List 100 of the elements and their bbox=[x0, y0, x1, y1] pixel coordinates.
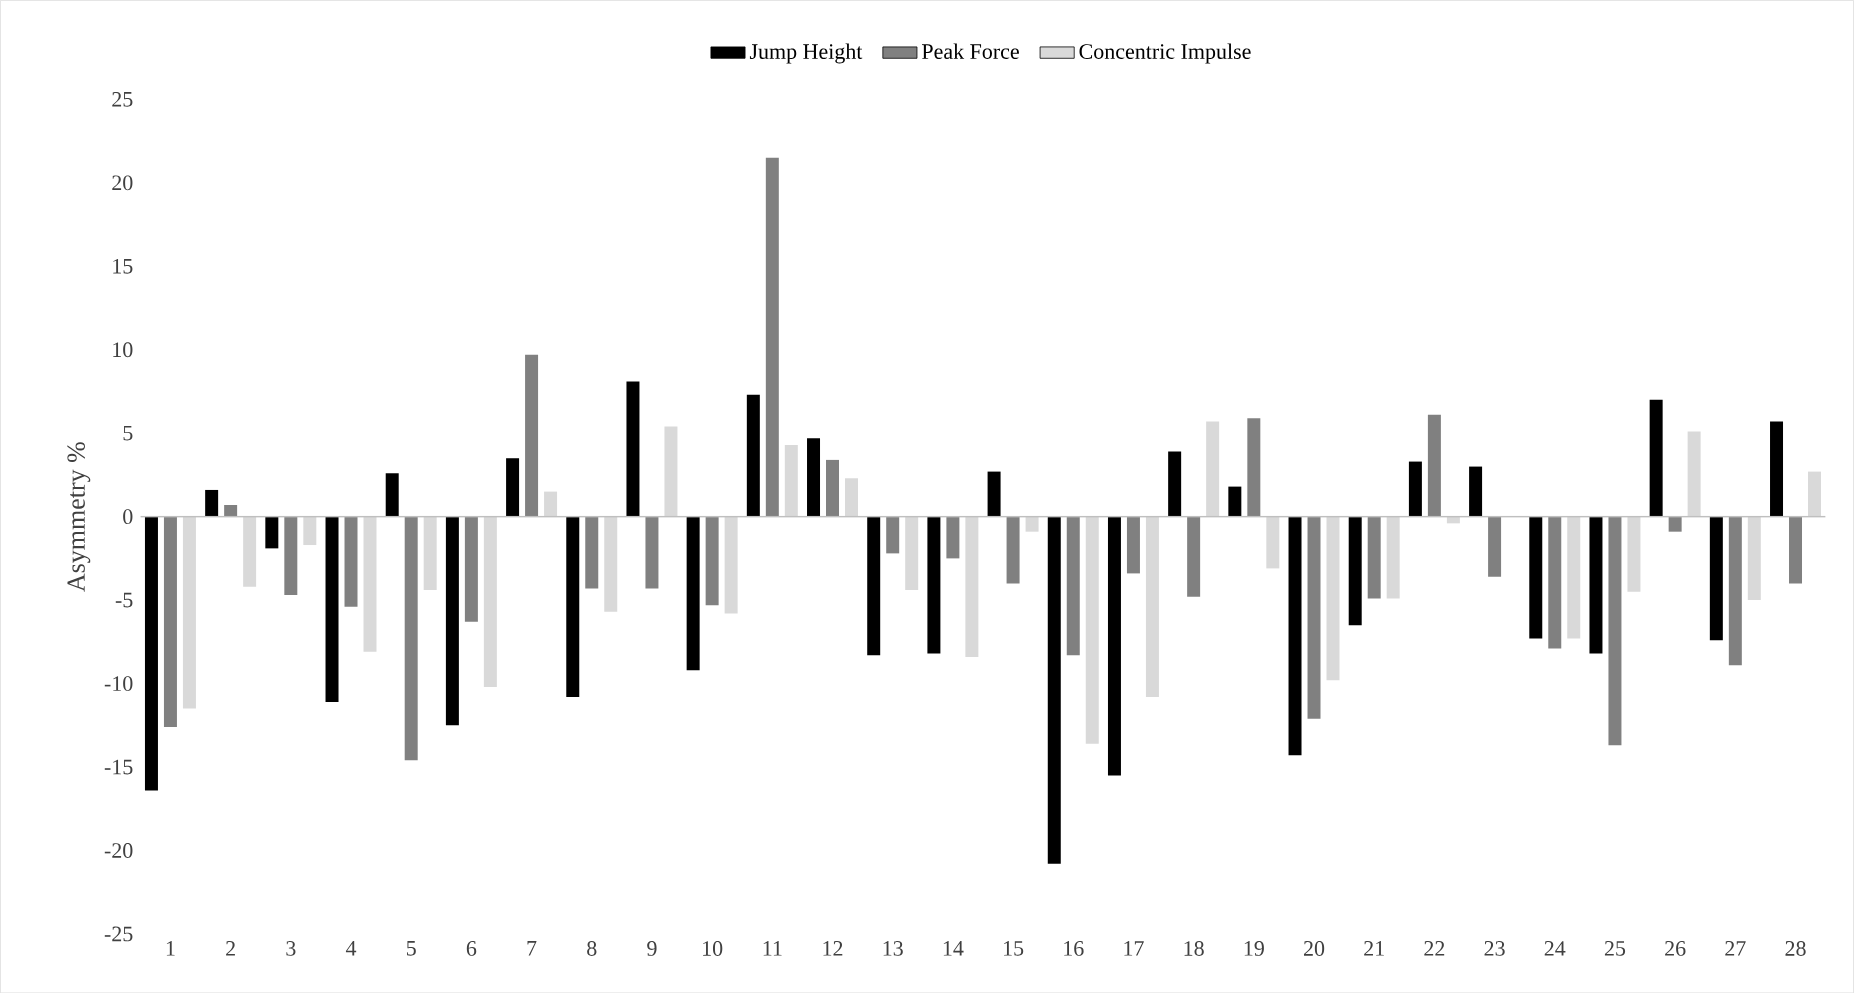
bar bbox=[1047, 516, 1061, 864]
bar bbox=[724, 516, 738, 614]
y-tick-label: -20 bbox=[104, 842, 133, 858]
bar bbox=[243, 516, 257, 587]
x-tick-label: 25 bbox=[1604, 940, 1626, 956]
bar bbox=[464, 516, 478, 622]
bar bbox=[1006, 516, 1020, 584]
x-tick-label: 24 bbox=[1544, 940, 1566, 956]
x-tick-label: 26 bbox=[1665, 940, 1686, 956]
bar bbox=[1168, 451, 1182, 517]
bar bbox=[1107, 516, 1121, 776]
x-tick-label: 5 bbox=[406, 940, 416, 956]
x-tick-label: 10 bbox=[703, 940, 723, 956]
bar bbox=[1709, 516, 1723, 641]
y-axis-title: Asymmetry % bbox=[67, 441, 91, 592]
y-tick-label: -5 bbox=[115, 592, 133, 608]
bar bbox=[746, 394, 760, 517]
bar bbox=[566, 516, 580, 697]
bar bbox=[325, 516, 339, 702]
x-tick-label: 12 bbox=[823, 940, 843, 956]
x-tick-label: 27 bbox=[1725, 940, 1746, 956]
bar bbox=[1589, 516, 1603, 654]
bar bbox=[1446, 516, 1460, 524]
bar bbox=[385, 473, 399, 517]
bar bbox=[525, 354, 539, 517]
y-tick-label: 20 bbox=[112, 175, 133, 191]
y-tick-label: -10 bbox=[104, 676, 133, 691]
bar bbox=[1789, 516, 1803, 584]
x-tick-label: 8 bbox=[587, 940, 597, 956]
bar bbox=[664, 426, 678, 517]
bar bbox=[1649, 399, 1663, 517]
bar bbox=[1808, 471, 1822, 517]
bar bbox=[544, 491, 558, 517]
bar bbox=[205, 489, 219, 517]
bar bbox=[1367, 516, 1381, 599]
bar bbox=[1668, 516, 1682, 532]
bar bbox=[1066, 516, 1080, 656]
bar bbox=[927, 516, 941, 654]
bar bbox=[1427, 414, 1441, 517]
bar bbox=[344, 516, 358, 607]
x-tick-label: 4 bbox=[345, 940, 357, 956]
y-tick-label: 10 bbox=[113, 342, 133, 357]
x-tick-label: 21 bbox=[1364, 940, 1384, 956]
bar bbox=[1348, 516, 1362, 625]
bar bbox=[303, 516, 317, 545]
legend-label: Peak Force bbox=[922, 43, 1019, 59]
bar bbox=[445, 516, 459, 726]
bar bbox=[1206, 421, 1220, 517]
bar bbox=[506, 458, 520, 517]
bar bbox=[404, 516, 418, 761]
bar bbox=[163, 516, 177, 727]
bar bbox=[585, 516, 599, 589]
bar bbox=[483, 516, 497, 687]
bar bbox=[1567, 516, 1581, 639]
bar bbox=[845, 478, 859, 517]
x-tick-label: 14 bbox=[943, 940, 964, 956]
bar bbox=[765, 157, 779, 517]
bar bbox=[1266, 516, 1280, 569]
x-tick-label: 1 bbox=[166, 940, 175, 956]
bar bbox=[224, 504, 238, 517]
x-tick-label: 28 bbox=[1785, 940, 1806, 956]
bar bbox=[1126, 516, 1140, 574]
bar bbox=[1548, 516, 1562, 649]
bar bbox=[1145, 516, 1159, 697]
bar bbox=[1488, 516, 1502, 577]
bar bbox=[867, 516, 881, 656]
bar bbox=[1728, 516, 1742, 666]
bar bbox=[265, 516, 279, 549]
bar bbox=[182, 516, 196, 709]
bar bbox=[946, 516, 960, 559]
bar bbox=[987, 471, 1001, 517]
bar bbox=[1627, 516, 1641, 592]
bar bbox=[1085, 516, 1099, 744]
bar bbox=[645, 516, 659, 589]
bar bbox=[826, 459, 840, 517]
y-tick-label: 0 bbox=[123, 509, 133, 524]
bar bbox=[1326, 516, 1340, 681]
bar bbox=[965, 516, 979, 657]
bar bbox=[1187, 516, 1201, 597]
bar bbox=[1770, 421, 1784, 517]
bar bbox=[363, 516, 377, 652]
x-tick-label: 2 bbox=[226, 940, 235, 956]
bar bbox=[604, 516, 618, 612]
y-tick-label: -15 bbox=[104, 759, 133, 775]
x-tick-label: 6 bbox=[466, 940, 477, 956]
bar bbox=[905, 516, 919, 590]
bar bbox=[686, 516, 700, 671]
x-tick-label: 22 bbox=[1424, 940, 1445, 956]
bar bbox=[1408, 461, 1422, 517]
bar bbox=[784, 444, 798, 517]
legend-label: Concentric Impulse bbox=[1079, 43, 1251, 64]
x-tick-label: 20 bbox=[1303, 940, 1325, 956]
bar bbox=[1747, 516, 1761, 600]
x-tick-label: 23 bbox=[1484, 940, 1505, 956]
bar bbox=[1247, 418, 1261, 517]
x-tick-label: 15 bbox=[1004, 940, 1024, 956]
bar bbox=[1288, 516, 1302, 756]
legend-label: Jump Height bbox=[749, 43, 863, 64]
x-tick-label: 16 bbox=[1064, 940, 1084, 956]
x-tick-label: 11 bbox=[763, 940, 782, 956]
